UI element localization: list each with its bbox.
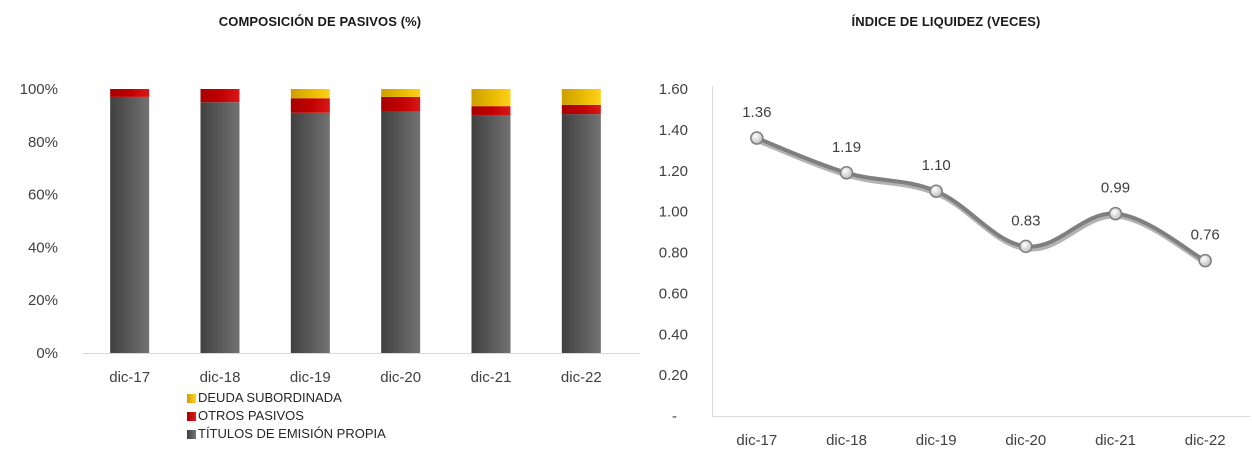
line-chart: - 0.20 0.40 0.60 0.80 1.00 1.20 1.40 1.60 1.36 1.1… — [659, 81, 1250, 449]
data-label: 1.19 — [832, 139, 861, 156]
legend-swatch — [187, 429, 196, 439]
bar-segment — [110, 89, 150, 97]
bar-segment — [200, 102, 240, 353]
y-tick-label: 0.60 — [659, 285, 688, 302]
x-tick-label: dic-19 — [916, 432, 957, 449]
y-tick-label: 1.40 — [659, 122, 688, 139]
legend-label: TÍTULOS DE EMISIÓN PROPIA — [198, 426, 386, 441]
legend-label: OTROS PASIVOS — [198, 408, 304, 423]
data-point — [1108, 206, 1123, 221]
bar-segment — [381, 96, 421, 112]
bar-segment — [200, 89, 240, 103]
y-tick-label: 0.20 — [659, 367, 688, 384]
data-label: 0.76 — [1191, 227, 1220, 244]
y-tick-label: 1.00 — [659, 204, 688, 221]
data-point — [839, 166, 854, 180]
bar-segment — [110, 96, 150, 354]
chart-legend: DEUDA SUBORDINADA OTROS PASIVOS TÍTULOS DE… — [187, 389, 386, 443]
data-label: 0.83 — [1011, 212, 1040, 229]
data-point — [1019, 239, 1033, 254]
bar-segment — [471, 106, 511, 116]
liquidity-index-panel: ÍNDICE DE LIQUIDEZ (VECES) - 0.20 0.40 0.60… — [640, 0, 1252, 449]
x-tick-label: dic-22 — [1185, 432, 1226, 449]
bar-segment — [290, 98, 330, 113]
data-label: 0.99 — [1101, 180, 1130, 197]
y-tick-label: 60% — [28, 187, 58, 204]
x-tick-label: dic-20 — [380, 369, 421, 386]
bar-segment — [471, 115, 511, 354]
bar-segment — [561, 104, 601, 115]
legend-item: DEUDA SUBORDINADA — [187, 389, 386, 407]
y-tick-label: 0.40 — [659, 326, 688, 343]
x-tick-label: dic-21 — [1095, 432, 1136, 449]
data-point — [750, 131, 764, 145]
chart-title: COMPOSICIÓN DE PASIVOS (%) — [218, 14, 422, 29]
data-point — [929, 184, 943, 198]
data-label: 1.10 — [922, 157, 951, 174]
stacked-bar-chart: 0% 20% 40% 60% 80% 100% dic-17 dic-18 dic-19 dic-… — [20, 81, 640, 386]
x-tick-label: dic-21 — [471, 369, 512, 386]
data-label: 1.36 — [742, 104, 771, 121]
x-tick-label: dic-18 — [826, 432, 867, 449]
legend-item: OTROS PASIVOS — [187, 407, 386, 425]
x-tick-label: dic-19 — [290, 369, 331, 386]
y-tick-label: 0.80 — [659, 245, 688, 262]
legend-item: TÍTULOS DE EMISIÓN PROPIA — [187, 425, 386, 443]
bar-segment — [290, 89, 330, 99]
y-tick-label: 100% — [20, 81, 58, 98]
x-tick-label: dic-18 — [200, 369, 241, 386]
bar-segment — [381, 111, 421, 353]
bar-segment — [561, 89, 601, 105]
y-tick-label: 1.60 — [659, 81, 688, 98]
x-tick-label: dic-22 — [561, 369, 602, 386]
legend-label: DEUDA SUBORDINADA — [198, 390, 342, 405]
bar-segment — [561, 114, 601, 353]
data-point — [1198, 253, 1212, 268]
series-line-shadow — [754, 137, 1210, 266]
y-tick-label: 40% — [28, 239, 58, 256]
bar-segment — [471, 89, 511, 107]
x-tick-label: dic-17 — [109, 369, 150, 386]
chart-title: ÍNDICE DE LIQUIDEZ (VECES) — [851, 14, 1041, 29]
x-tick-label: dic-17 — [736, 432, 777, 449]
bar-segment — [290, 112, 330, 353]
y-tick-label: 0% — [36, 345, 58, 362]
legend-swatch — [187, 393, 196, 403]
liabilities-composition-panel: COMPOSICIÓN DE PASIVOS (%) 0% 20% 40% 60% 80… — [20, 14, 640, 443]
y-tick-label: 20% — [28, 292, 58, 309]
y-tick-label: 1.20 — [659, 163, 688, 180]
series-line — [754, 136, 1208, 263]
x-tick-label: dic-20 — [1005, 432, 1046, 449]
y-tick-label: 80% — [28, 134, 58, 151]
bar-segment — [381, 89, 421, 97]
legend-swatch — [187, 411, 196, 421]
y-tick-label: - — [672, 408, 677, 425]
